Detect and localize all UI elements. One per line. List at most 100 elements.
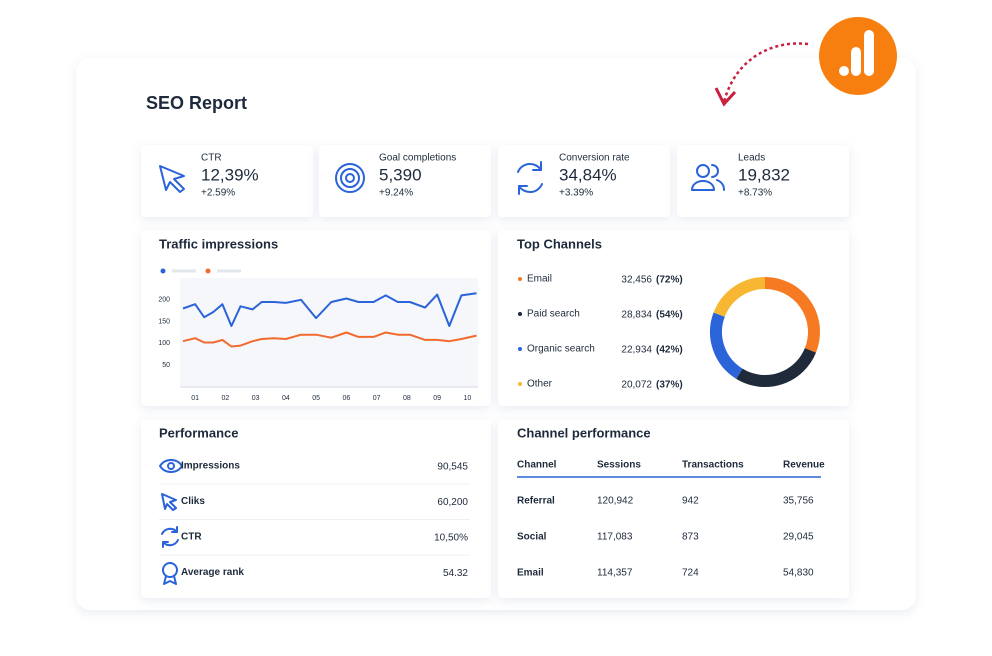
table-cell: Email	[517, 568, 544, 579]
series-line	[182, 292, 477, 327]
channel-performance-card	[498, 420, 849, 598]
x-tick-label: 10	[464, 395, 472, 402]
target-icon	[335, 163, 365, 193]
kpi-value: 34,84%	[559, 165, 617, 184]
x-tick-label: 05	[312, 395, 320, 402]
kpi-card	[677, 145, 849, 217]
table-cell: 114,357	[597, 568, 633, 579]
table-cell: 35,756	[783, 496, 814, 507]
logo-dot	[839, 66, 849, 76]
table-cell: 117,083	[597, 532, 633, 543]
row-value: 10,50%	[434, 533, 468, 544]
column-header: Sessions	[597, 460, 641, 471]
row-label: CTR	[181, 532, 202, 543]
kpi-label: Conversion rate	[559, 153, 630, 164]
x-tick-label: 08	[403, 395, 411, 402]
x-tick-label: 09	[433, 395, 441, 402]
donut-segment	[713, 277, 766, 318]
x-tick-label: 02	[221, 395, 229, 402]
channel-value: 28,834	[621, 310, 652, 321]
column-header: Transactions	[682, 460, 744, 471]
row-label: Average rank	[181, 567, 244, 578]
row-value: 54.32	[443, 568, 468, 579]
kpi-label: Goal completions	[379, 153, 456, 164]
x-tick-label: 06	[342, 395, 350, 402]
channel-dot	[518, 312, 522, 316]
x-tick-label: 04	[282, 395, 290, 402]
card-title: Channel performance	[517, 425, 651, 440]
table-cell: 942	[682, 496, 699, 507]
channel-name: Other	[527, 379, 553, 390]
eye-icon	[159, 459, 183, 473]
kpi-value: 12,39%	[201, 165, 259, 184]
x-tick-label: 01	[191, 395, 199, 402]
channel-value: 20,072	[621, 380, 652, 391]
channel-share: (72%)	[656, 275, 683, 286]
kpi-label: CTR	[201, 153, 222, 164]
kpi-value: 5,390	[379, 165, 422, 184]
users-icon	[691, 164, 725, 191]
channel-share: (54%)	[656, 310, 683, 321]
plot-area	[180, 278, 478, 387]
channel-dot	[518, 382, 522, 386]
kpi-card	[319, 145, 491, 217]
kpi-label: Leads	[738, 153, 765, 164]
refresh-icon	[517, 161, 543, 195]
y-tick-label: 50	[162, 362, 170, 369]
performance-card	[141, 420, 491, 598]
channel-name: Email	[527, 274, 552, 285]
channel-share: (37%)	[656, 380, 683, 391]
kpi-card	[141, 145, 313, 217]
table-cell: 29,045	[783, 532, 814, 543]
donut-segment	[736, 347, 816, 387]
row-value: 90,545	[437, 462, 468, 473]
logo-bar	[864, 30, 874, 76]
series-line	[182, 331, 477, 348]
y-tick-label: 100	[158, 340, 170, 347]
channel-dot	[518, 277, 522, 281]
row-label: Cliks	[181, 496, 205, 507]
refresh-icon	[161, 526, 179, 548]
channels-card	[498, 230, 849, 406]
y-tick-label: 200	[158, 297, 170, 304]
row-value: 60,200	[437, 497, 468, 508]
ribbon-icon	[162, 562, 178, 585]
cursor-icon	[159, 165, 185, 193]
table-cell: Referral	[517, 496, 555, 507]
kpi-value: 19,832	[738, 165, 790, 184]
column-header: Revenue	[783, 460, 825, 471]
channel-dot	[518, 347, 522, 351]
logo-bar	[851, 47, 861, 76]
table-cell: 54,830	[783, 568, 814, 579]
legend-dot	[160, 268, 166, 274]
kpi-change: +9.24%	[379, 188, 413, 199]
card-title: Traffic impressions	[159, 236, 278, 251]
kpi-change: +3.39%	[559, 188, 593, 199]
donut-segment	[710, 312, 743, 379]
column-header: Channel	[517, 460, 557, 471]
legend-dot	[205, 268, 211, 274]
title: SEO Report	[146, 93, 247, 113]
kpi-change: +2.59%	[201, 188, 235, 199]
card-title: Performance	[159, 425, 238, 440]
row-label: Impressions	[181, 461, 240, 472]
channel-value: 22,934	[621, 345, 652, 356]
channel-value: 32,456	[621, 275, 652, 286]
arrow-head	[714, 87, 737, 107]
channel-name: Paid search	[527, 309, 580, 320]
arrow	[722, 42, 809, 103]
card-title: Top Channels	[517, 236, 602, 251]
x-tick-label: 07	[373, 395, 381, 402]
channel-share: (42%)	[656, 345, 683, 356]
y-tick-label: 150	[158, 318, 170, 325]
channel-name: Organic search	[527, 344, 595, 355]
donut-segment	[764, 277, 820, 353]
table-cell: 724	[682, 568, 699, 579]
table-cell: 120,942	[597, 496, 634, 507]
table-cell: Social	[517, 532, 547, 543]
kpi-change: +8.73%	[738, 188, 772, 199]
table-cell: 873	[682, 532, 699, 543]
cursor-icon	[161, 493, 177, 511]
x-tick-label: 03	[252, 395, 260, 402]
